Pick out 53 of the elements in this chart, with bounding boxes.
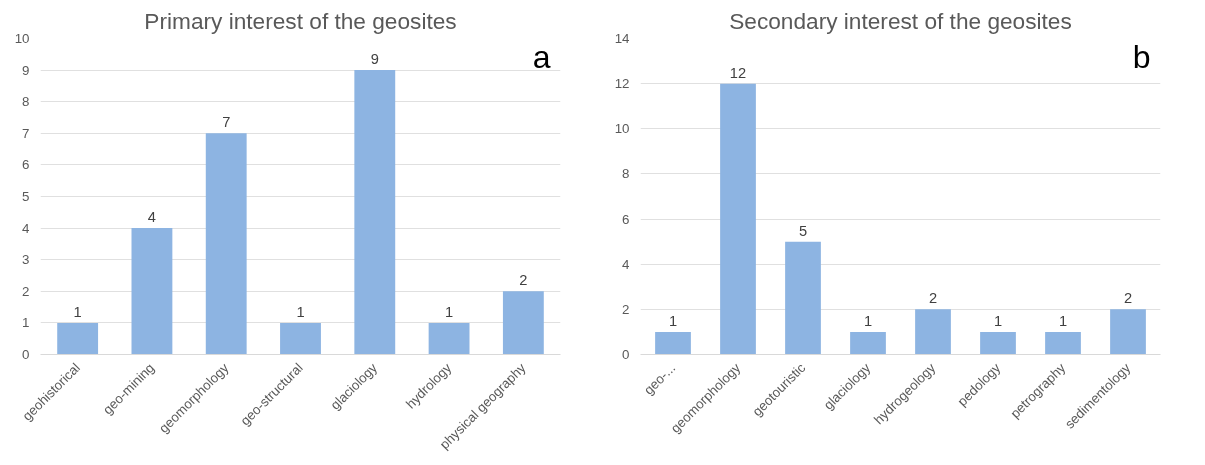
bar — [1110, 309, 1146, 355]
data-label: 2 — [519, 272, 528, 289]
chart-title: Primary interest of the geosites — [144, 7, 457, 34]
y-tick-label: 14 — [614, 31, 631, 46]
y-tick-label: 10 — [14, 31, 30, 46]
data-label: 1 — [863, 312, 873, 329]
y-tick-label: 10 — [614, 121, 630, 137]
data-label: 2 — [1123, 290, 1133, 307]
data-label: 4 — [147, 209, 157, 226]
data-label: 5 — [798, 222, 808, 239]
bar — [785, 241, 821, 355]
annotation: b — [1132, 38, 1151, 75]
y-tick-label: 0 — [22, 347, 30, 362]
bar — [354, 70, 396, 355]
bar — [980, 331, 1016, 355]
bar — [428, 322, 470, 355]
data-label: 9 — [370, 51, 379, 68]
bar — [131, 228, 173, 355]
bar — [1045, 331, 1081, 355]
bar — [915, 309, 951, 355]
y-tick-label: 12 — [614, 76, 630, 92]
y-tick-label: 9 — [22, 62, 30, 78]
annotation: a — [532, 38, 551, 75]
chart-title: Secondary interest of the geosites — [729, 7, 1072, 34]
y-tick-label: 6 — [22, 157, 30, 173]
y-tick-label: 4 — [622, 256, 631, 272]
data-label: 7 — [222, 114, 231, 131]
bar — [57, 322, 99, 355]
data-label: 1 — [668, 312, 678, 329]
y-tick-label: 2 — [622, 301, 630, 317]
data-label: 1 — [1058, 312, 1068, 329]
y-tick-label: 4 — [22, 220, 31, 236]
data-label: 12 — [729, 64, 747, 81]
data-label: 2 — [928, 290, 938, 307]
bar — [850, 331, 886, 355]
bar — [720, 83, 756, 355]
y-tick-label: 8 — [22, 94, 30, 110]
bar — [655, 331, 691, 355]
bar — [502, 291, 544, 355]
data-label: 1 — [445, 303, 454, 320]
y-tick-label: 5 — [22, 189, 30, 204]
y-tick-label: 0 — [622, 347, 630, 362]
data-label: 1 — [993, 312, 1003, 329]
y-tick-label: 2 — [22, 283, 30, 299]
data-label: 1 — [73, 303, 82, 320]
y-tick-label: 6 — [622, 211, 630, 227]
data-label: 1 — [296, 303, 305, 320]
y-tick-label: 8 — [622, 166, 630, 182]
bar — [280, 322, 321, 355]
y-tick-label: 3 — [22, 252, 30, 268]
y-tick-label: 7 — [22, 125, 30, 141]
bar — [205, 133, 247, 355]
y-tick-label: 1 — [22, 315, 30, 331]
